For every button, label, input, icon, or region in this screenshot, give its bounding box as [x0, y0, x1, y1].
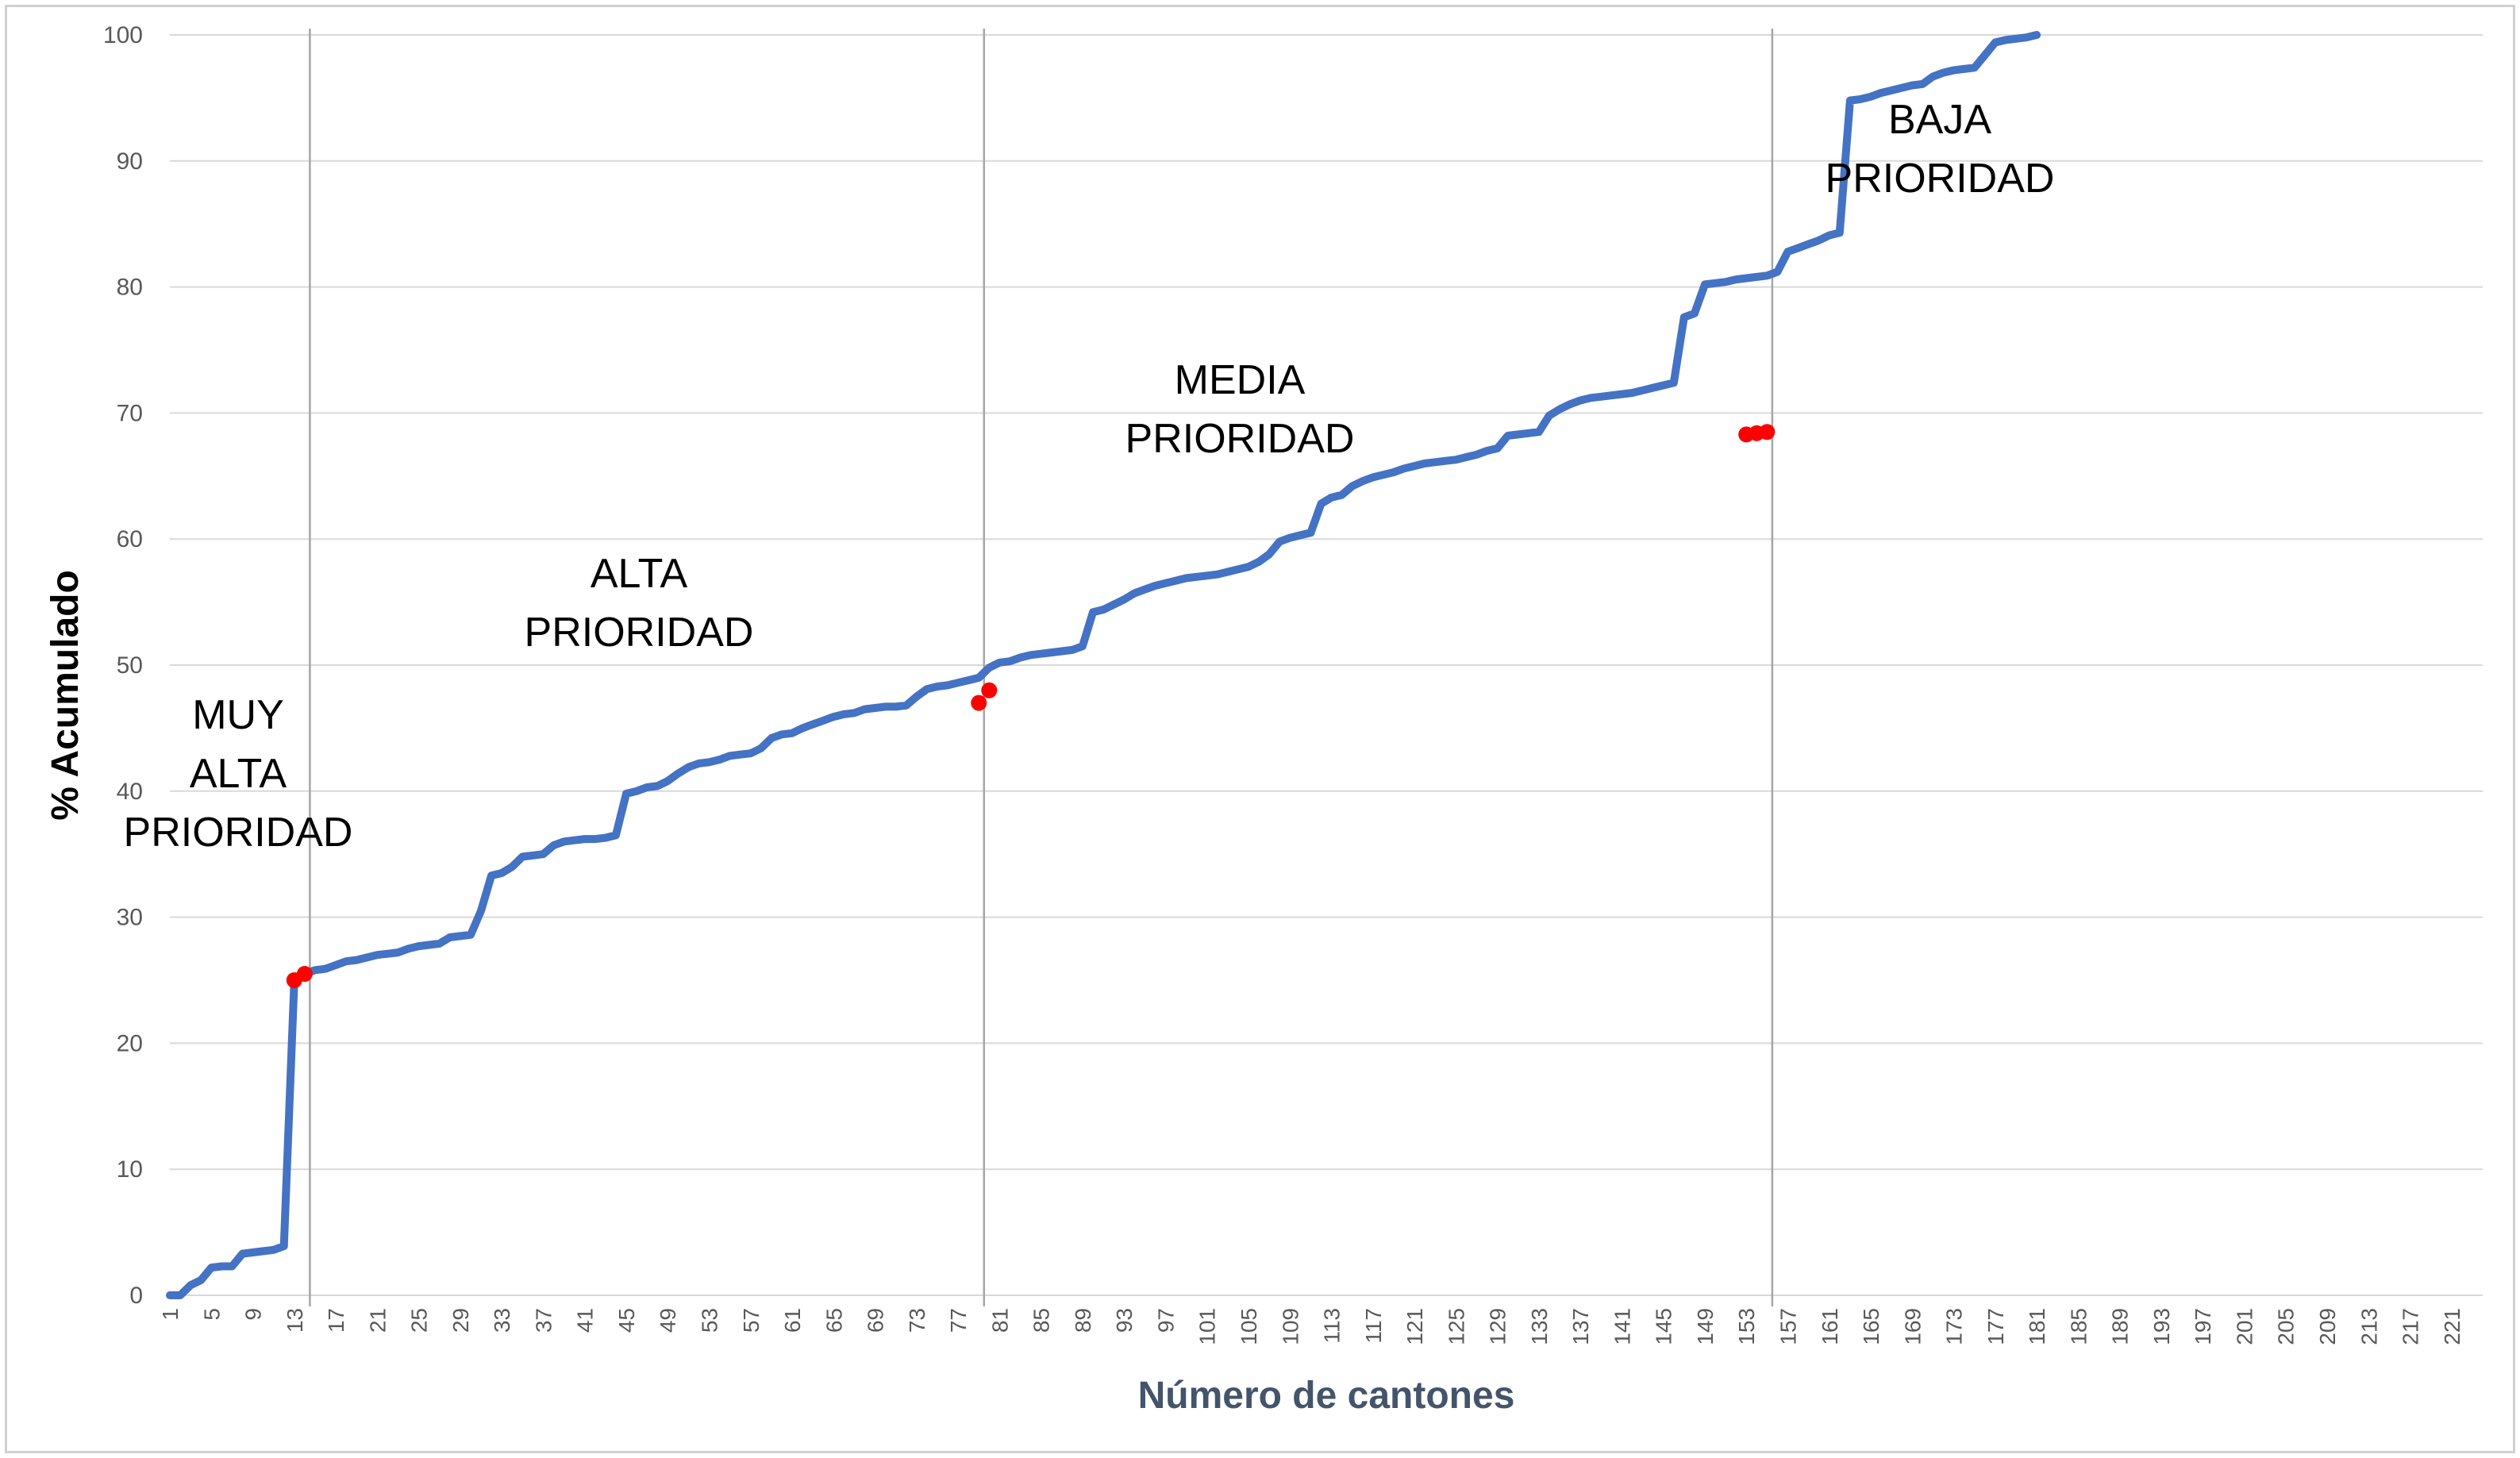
- series-line: [166, 31, 2041, 1299]
- annotation-line: PRIORIDAD: [525, 610, 754, 656]
- highlight-marker: [971, 694, 987, 711]
- x-tick-label: 157: [1776, 1308, 1800, 1345]
- x-tick-label: 129: [1486, 1308, 1510, 1345]
- x-tick-label: 85: [1029, 1308, 1054, 1333]
- x-tick-label: 145: [1652, 1308, 1676, 1345]
- x-tick-label: 17: [324, 1308, 348, 1333]
- annotation-line: PRIORIDAD: [124, 810, 353, 856]
- series-layer: [166, 31, 2041, 1299]
- x-tick-label: 209: [2315, 1308, 2340, 1345]
- x-tick-label: 169: [1900, 1308, 1925, 1345]
- x-tick-label: 109: [1278, 1308, 1302, 1345]
- x-tick-label: 93: [1112, 1308, 1137, 1333]
- x-tick-label: 101: [1195, 1308, 1220, 1345]
- y-tick-label: 10: [117, 1156, 143, 1183]
- x-tick-label: 29: [448, 1308, 473, 1333]
- x-tick-label: 97: [1153, 1308, 1178, 1333]
- x-tick-label: 185: [2066, 1308, 2091, 1345]
- x-tick-label: 161: [1818, 1308, 1842, 1345]
- x-tick-label: 217: [2399, 1308, 2423, 1345]
- annotation-line: PRIORIDAD: [1125, 416, 1355, 462]
- x-axis-title: Número de cantones: [1138, 1375, 1515, 1417]
- annotation-line: BAJA: [1888, 97, 1991, 143]
- x-tick-label: 149: [1693, 1308, 1718, 1345]
- x-tick-label: 105: [1237, 1308, 1261, 1345]
- x-tick-label: 57: [739, 1308, 764, 1333]
- x-tick-label: 189: [2108, 1308, 2133, 1345]
- y-tick-label: 40: [117, 779, 143, 805]
- x-tick-label: 177: [1983, 1308, 2008, 1345]
- chart-frame: [5, 5, 2515, 1453]
- annotation-line: MEDIA: [1175, 357, 1306, 403]
- x-tick-label: 117: [1361, 1308, 1386, 1344]
- x-tick-label: 213: [2356, 1308, 2381, 1345]
- x-tick-label: 5: [199, 1308, 224, 1321]
- y-tick-label: 60: [117, 526, 143, 552]
- x-tick-label: 121: [1402, 1308, 1427, 1345]
- x-tick-label: 73: [905, 1308, 929, 1333]
- x-tick-label: 21: [365, 1308, 390, 1333]
- x-tick-label: 197: [2191, 1308, 2215, 1345]
- x-tick-label: 65: [821, 1308, 846, 1333]
- highlight-marker: [296, 966, 313, 983]
- annotation-line: PRIORIDAD: [1826, 156, 2055, 202]
- priority-annotation: MUY ALTA PRIORIDAD: [124, 692, 353, 856]
- x-tick-label: 37: [531, 1308, 556, 1333]
- y-tick-label: 0: [129, 1283, 143, 1309]
- x-tick-label: 201: [2232, 1308, 2256, 1345]
- gridlines: [170, 34, 2483, 1296]
- x-tick-label: 9: [241, 1308, 266, 1321]
- x-tick-label: 193: [2149, 1308, 2174, 1345]
- x-tick-label: 1: [158, 1308, 183, 1321]
- x-tick-label: 49: [656, 1308, 680, 1333]
- x-tick-label: 221: [2440, 1308, 2464, 1345]
- y-tick-label: 20: [117, 1030, 143, 1056]
- x-tick-label: 45: [614, 1308, 639, 1333]
- y-tick-label: 70: [117, 400, 143, 426]
- x-tick-label: 133: [1527, 1308, 1552, 1345]
- y-tick-label: 30: [117, 905, 143, 931]
- x-tick-label: 181: [2025, 1308, 2049, 1345]
- annotation-line: MUY: [192, 692, 284, 738]
- priority-dividers: [309, 29, 1774, 1306]
- marker-layer: [286, 424, 1776, 988]
- y-axis-title: % Acumulado: [44, 570, 87, 821]
- x-tick-label: 89: [1071, 1308, 1095, 1333]
- priority-annotation: ALTA PRIORIDAD: [525, 551, 754, 656]
- y-axis-ticks: 0 10 20 30 40 50 60 70 80 90 100: [103, 22, 143, 1309]
- x-tick-label: 81: [987, 1308, 1012, 1333]
- x-tick-label: 53: [697, 1308, 721, 1333]
- y-tick-label: 80: [117, 275, 143, 301]
- highlight-marker: [981, 682, 998, 698]
- x-tick-label: 153: [1734, 1308, 1759, 1345]
- annotation-layer: MUY ALTA PRIORIDAD ALTA PRIORIDAD MEDIA PRIORI…: [124, 97, 2055, 856]
- annotation-line: ALTA: [190, 751, 287, 797]
- x-tick-label: 165: [1859, 1308, 1883, 1345]
- priority-annotation: MEDIA PRIORIDAD: [1125, 357, 1355, 462]
- x-tick-label: 33: [490, 1308, 514, 1333]
- y-tick-label: 100: [103, 22, 143, 48]
- x-tick-label: 141: [1610, 1308, 1634, 1345]
- x-tick-label: 41: [573, 1308, 598, 1333]
- x-tick-label: 173: [1942, 1308, 1967, 1345]
- x-tick-label: 61: [780, 1308, 805, 1333]
- y-tick-label: 50: [117, 652, 143, 679]
- highlight-marker: [1759, 424, 1776, 440]
- x-tick-label: 113: [1320, 1308, 1345, 1344]
- x-tick-label: 69: [864, 1308, 888, 1333]
- y-tick-label: 90: [117, 148, 143, 175]
- x-tick-label: 125: [1444, 1308, 1468, 1345]
- x-tick-label: 13: [283, 1308, 307, 1333]
- x-tick-label: 137: [1568, 1308, 1593, 1345]
- priority-annotation: BAJA PRIORIDAD: [1826, 97, 2055, 202]
- x-axis-ticks: 1 5 9 13 17 21 25 29 33 37 41 45 49 53 57 61 65 69 73 77 81 8…: [158, 1308, 2464, 1345]
- annotation-line: ALTA: [591, 551, 688, 597]
- x-tick-label: 77: [946, 1308, 971, 1333]
- x-tick-label: 25: [407, 1308, 432, 1333]
- x-tick-label: 205: [2274, 1308, 2299, 1345]
